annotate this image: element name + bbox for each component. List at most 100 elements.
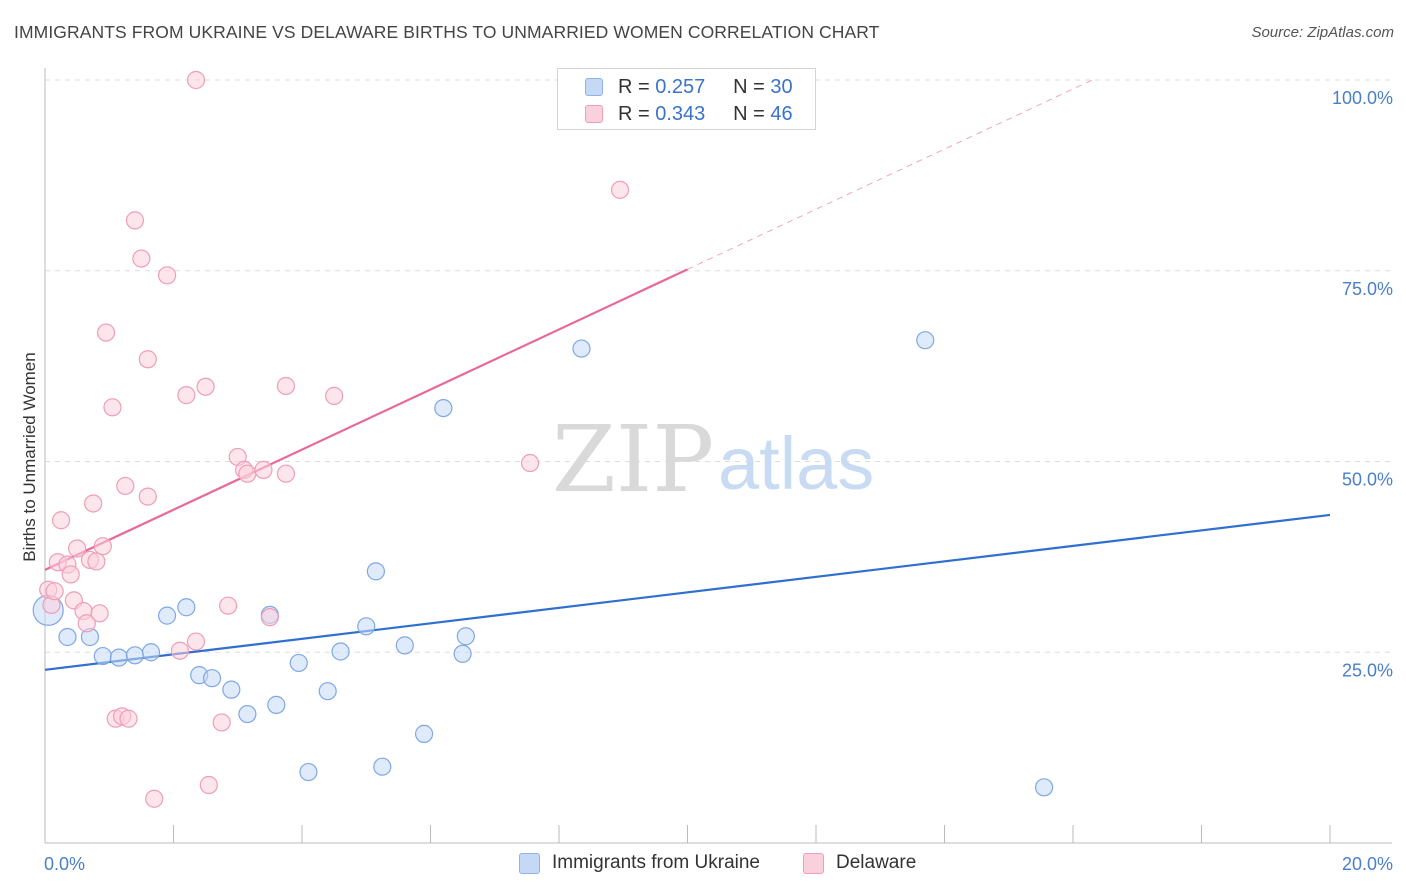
axes — [44, 68, 1392, 844]
y-tick-label-75: 75.0% — [1342, 279, 1393, 299]
watermark: ZIP atlas — [552, 406, 874, 513]
x-tick-label-max: 20.0% — [1342, 854, 1393, 874]
series-legend: Immigrants from Ukraine Delaware — [0, 852, 1406, 878]
point-series1-37 — [238, 464, 257, 483]
y-axis-label: Births to Unmarried Women — [20, 352, 39, 561]
legend-label-ukraine: Immigrants from Ukraine — [552, 852, 760, 873]
point-series0-20 — [366, 562, 385, 581]
point-series1-21 — [119, 709, 138, 728]
point-series1-45 — [610, 180, 630, 199]
point-series1-32 — [199, 775, 218, 795]
point-series1-40 — [276, 376, 296, 396]
y-tick-label-50: 50.0% — [1342, 470, 1393, 490]
legend-r-value-delaware: 0.343 — [655, 102, 706, 125]
point-series1-16 — [96, 323, 116, 342]
point-series1-43 — [186, 70, 206, 90]
point-series1-14 — [90, 604, 109, 623]
point-series1-2 — [45, 582, 64, 601]
point-series1-25 — [138, 350, 157, 369]
legend-swatch-blue — [585, 78, 603, 96]
point-series1-31 — [196, 377, 215, 396]
point-series1-13 — [87, 552, 106, 571]
point-series0-3 — [93, 646, 112, 666]
correlation-legend: R = 0.257 N = 30 R = 0.343 N = 46 — [557, 68, 816, 130]
point-series0-7 — [157, 606, 177, 625]
point-series0-27 — [572, 339, 591, 358]
point-series0-22 — [395, 636, 414, 655]
point-series0-16 — [299, 762, 318, 782]
point-series0-18 — [331, 642, 350, 661]
point-series1-33 — [212, 713, 231, 732]
legend-label-delaware: Delaware — [836, 852, 917, 873]
point-series0-1 — [58, 627, 77, 647]
point-series1-10 — [77, 614, 96, 633]
point-series1-12 — [84, 494, 103, 513]
legend-swatch-pink — [585, 105, 603, 123]
point-series0-29 — [1034, 778, 1054, 797]
point-series1-6 — [61, 565, 80, 584]
trend-line-0 — [44, 513, 1331, 671]
legend-swatch-delaware — [803, 852, 824, 874]
y-tick-label-100: 100.0% — [1332, 88, 1393, 108]
watermark-atlas: atlas — [718, 422, 874, 505]
legend-r-label: R = — [618, 102, 650, 125]
point-series1-30 — [186, 632, 206, 651]
point-series1-42 — [325, 386, 344, 405]
point-series0-4 — [109, 648, 128, 667]
point-series1-27 — [157, 266, 177, 285]
point-series0-25 — [453, 644, 472, 663]
data-points — [32, 70, 1054, 808]
point-series1-41 — [276, 464, 296, 483]
legend-item-delaware[interactable]: Delaware — [803, 852, 916, 874]
legend-r-value-ukraine: 0.257 — [655, 75, 706, 98]
point-series0-6 — [141, 643, 161, 662]
legend-n-value-delaware: 46 — [770, 102, 793, 125]
point-series1-22 — [125, 211, 145, 230]
point-series1-20 — [116, 476, 135, 496]
point-series0-24 — [434, 398, 453, 418]
source-label: Source: ZipAtlas.com — [1251, 24, 1394, 41]
chart-title: IMMIGRANTS FROM UKRAINE VS DELAWARE BIRT… — [14, 22, 880, 42]
point-series0-26 — [456, 627, 475, 646]
legend-n-value-ukraine: 30 — [770, 75, 793, 98]
point-series1-28 — [170, 641, 190, 660]
point-series1-29 — [177, 386, 196, 405]
point-series0-28 — [916, 331, 935, 350]
point-series0-14 — [267, 695, 286, 714]
point-series0-17 — [318, 682, 337, 701]
x-tick-label-min: 0.0% — [44, 854, 85, 874]
legend-n-label: N = — [733, 75, 765, 98]
point-series0-5 — [125, 646, 145, 665]
point-series0-21 — [373, 757, 392, 776]
legend-swatch-ukraine — [519, 852, 540, 874]
point-series1-23 — [132, 249, 151, 268]
legend-n-label: N = — [733, 102, 765, 125]
y-tick-label-25: 25.0% — [1342, 660, 1393, 680]
point-series1-26 — [145, 789, 164, 808]
grid-lines — [45, 79, 1392, 653]
tick-labels: 25.0% 50.0% 75.0% 100.0% 0.0% 20.0% — [44, 88, 1393, 874]
watermark-zip: ZIP — [552, 406, 714, 513]
point-series1-34 — [219, 596, 238, 615]
legend-item-ukraine[interactable]: Immigrants from Ukraine — [519, 852, 760, 874]
legend-r-label: R = — [618, 75, 650, 98]
point-series0-11 — [222, 680, 241, 699]
point-series1-24 — [138, 487, 157, 506]
point-series1-39 — [260, 608, 279, 627]
point-series0-23 — [414, 724, 434, 743]
trend-line-extension-1 — [687, 79, 1093, 270]
point-series0-19 — [357, 617, 376, 636]
point-series1-8 — [68, 539, 87, 558]
point-series1-15 — [93, 537, 112, 556]
trend-lines — [44, 79, 1331, 671]
point-series0-10 — [202, 669, 222, 688]
point-series1-38 — [254, 460, 273, 479]
point-series1-4 — [51, 511, 71, 530]
point-series0-15 — [289, 653, 308, 673]
point-series0-12 — [238, 704, 257, 724]
point-series0-8 — [177, 598, 196, 617]
trend-line-1 — [44, 268, 688, 571]
point-series1-17 — [103, 398, 122, 417]
point-series1-44 — [520, 453, 540, 473]
